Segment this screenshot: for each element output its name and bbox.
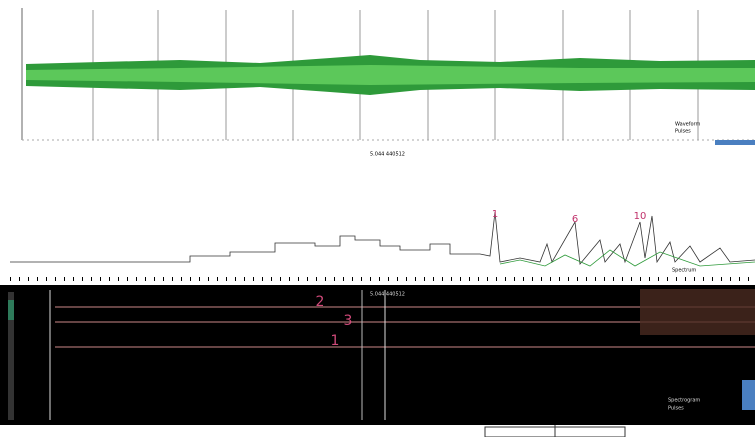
legend-entry: Waveform	[675, 122, 701, 128]
legend-entry: Pulses	[675, 129, 691, 135]
waveform-panel: 5.044 440512 Waveform Pulses	[0, 0, 755, 158]
marker-label: 2	[316, 294, 325, 310]
marker-label: 3	[344, 313, 353, 329]
legend-entry: Pulses	[668, 406, 684, 412]
peak-label: 10	[634, 211, 647, 222]
cursor-label: 5.044 440512	[370, 292, 405, 298]
peak-label: 1	[492, 209, 498, 220]
spectrogram-panel: 2 3 1 5.044 440512 Spectrogram Pulses	[0, 285, 755, 425]
legend-entry: Spectrogram	[668, 398, 700, 404]
legend-entry: Spectrum	[672, 268, 696, 274]
marker-label: 1	[331, 333, 340, 349]
peak-label: 6	[572, 214, 578, 225]
spectrum-panel: 1 6 10 Spectrum	[10, 209, 755, 281]
cursor-label: 5.044 440512	[370, 152, 405, 158]
